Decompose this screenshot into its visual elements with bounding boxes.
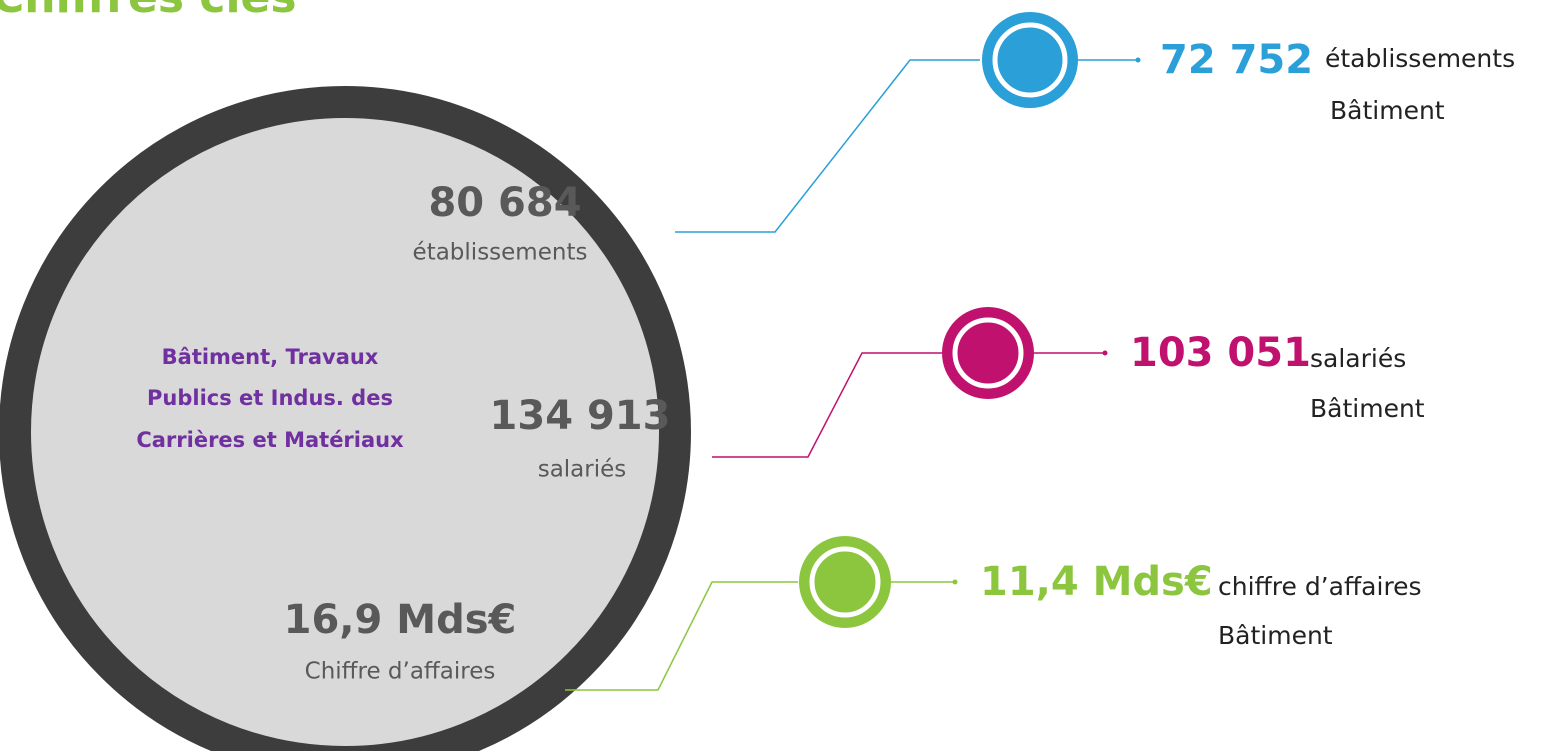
bullet-ring	[952, 317, 1024, 389]
item-value: 103 051	[1130, 330, 1311, 376]
stat-label: établissements	[413, 240, 588, 266]
stat-value: 134 913	[490, 393, 671, 439]
sector-label: Carrières et Matériaux	[136, 428, 404, 452]
stat-label: salariés	[538, 457, 627, 483]
title: Chiffres clés	[0, 0, 297, 23]
item-sub: Bâtiment	[1218, 621, 1333, 650]
item-label: salariés	[1310, 344, 1406, 373]
connector	[712, 352, 942, 458]
dot	[1135, 57, 1141, 63]
item-sub: Bâtiment	[1310, 394, 1425, 423]
sector-label: Publics et Indus. des	[147, 386, 393, 410]
main-circle	[0, 86, 691, 751]
dot	[1102, 350, 1108, 356]
stat-value: 16,9 Mds€	[284, 597, 517, 643]
stat-label: Chiffre d’affaires	[305, 659, 496, 685]
bullet-ring	[992, 22, 1068, 98]
stat-value: 80 684	[428, 180, 581, 226]
connector	[565, 581, 798, 691]
sector-label: Bâtiment, Travaux	[162, 345, 379, 369]
connector	[675, 59, 980, 233]
bullet-ring	[809, 546, 881, 618]
item-value: 72 752	[1160, 37, 1313, 83]
item-label: chiffre d’affaires	[1218, 572, 1422, 601]
dot	[952, 579, 958, 585]
item-label: établissements	[1325, 44, 1515, 73]
item-value: 11,4 Mds€	[980, 559, 1213, 605]
item-sub: Bâtiment	[1330, 96, 1445, 125]
